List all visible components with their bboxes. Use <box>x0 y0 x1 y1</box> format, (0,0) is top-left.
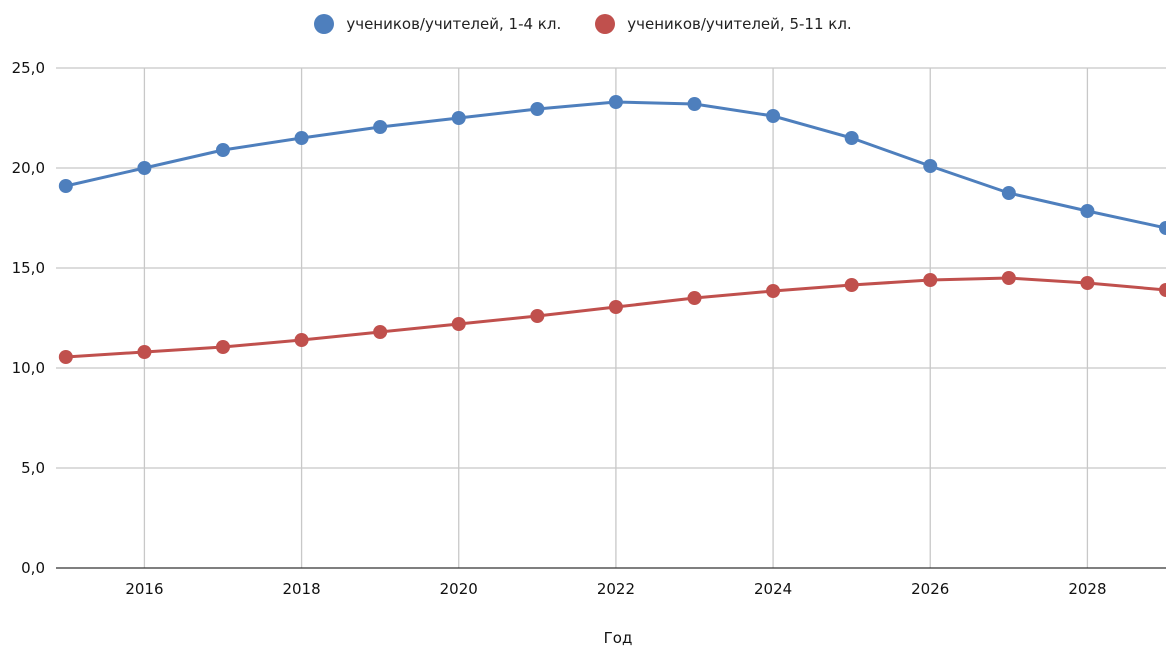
x-tick-label: 2028 <box>1068 580 1106 598</box>
chart-legend: учеников/учителей, 1-4 кл. учеников/учит… <box>0 10 1166 38</box>
data-point[interactable] <box>766 109 781 123</box>
x-tick-label: 2016 <box>125 580 163 598</box>
data-point[interactable] <box>1001 186 1016 200</box>
x-tick-label: 2026 <box>911 580 949 598</box>
y-tick-label: 15,0 <box>12 259 45 277</box>
y-tick-label: 10,0 <box>12 359 45 377</box>
chart-axes: 0,0 5,0 10,0 15,0 20,0 25,0 2016 2018 2020 2022 20… <box>12 59 1166 598</box>
data-point[interactable] <box>215 340 230 354</box>
data-point[interactable] <box>608 95 623 109</box>
chart-grid <box>56 67 1166 568</box>
legend-item-series-2[interactable]: учеников/учителей, 5-11 кл. <box>595 14 852 34</box>
data-point[interactable] <box>766 284 781 298</box>
data-point[interactable] <box>1159 283 1166 297</box>
data-point[interactable] <box>58 179 73 193</box>
data-point[interactable] <box>373 120 388 134</box>
y-tick-label: 5,0 <box>21 459 45 477</box>
legend-swatch-series-1 <box>314 14 335 34</box>
legend-label-series-1: учеников/учителей, 1-4 кл. <box>346 15 562 33</box>
data-point[interactable] <box>58 350 73 364</box>
data-point[interactable] <box>1080 276 1095 290</box>
data-point[interactable] <box>451 317 466 331</box>
data-point[interactable] <box>530 309 545 323</box>
data-point[interactable] <box>844 278 859 292</box>
data-point[interactable] <box>294 333 309 347</box>
x-tick-label: 2022 <box>597 580 635 598</box>
data-point[interactable] <box>1001 271 1016 285</box>
data-point[interactable] <box>844 131 859 145</box>
x-tick-label: 2020 <box>440 580 478 598</box>
data-point[interactable] <box>1080 204 1095 218</box>
data-point[interactable] <box>923 159 938 173</box>
legend-item-series-1[interactable]: учеников/учителей, 1-4 кл. <box>314 14 561 34</box>
data-point[interactable] <box>1159 221 1166 235</box>
data-point[interactable] <box>687 97 702 111</box>
data-point[interactable] <box>294 131 309 145</box>
x-tick-label: 2024 <box>754 580 792 598</box>
data-point[interactable] <box>923 273 938 287</box>
series-2 <box>58 271 1166 364</box>
x-axis-title: Год <box>604 629 633 647</box>
data-point[interactable] <box>137 161 152 175</box>
legend-swatch-series-2 <box>595 14 616 34</box>
data-point[interactable] <box>373 325 388 339</box>
data-point[interactable] <box>608 300 623 314</box>
y-tick-label: 25,0 <box>12 59 45 77</box>
data-point[interactable] <box>530 102 545 116</box>
y-tick-label: 20,0 <box>12 159 45 177</box>
data-point[interactable] <box>687 291 702 305</box>
chart-series <box>58 95 1166 364</box>
legend-label-series-2: учеников/учителей, 5-11 кл. <box>627 15 852 33</box>
y-tick-label: 0,0 <box>21 559 45 577</box>
x-tick-label: 2018 <box>282 580 320 598</box>
data-point[interactable] <box>137 345 152 359</box>
series-1 <box>58 95 1166 235</box>
data-point[interactable] <box>451 111 466 125</box>
data-point[interactable] <box>215 143 230 157</box>
